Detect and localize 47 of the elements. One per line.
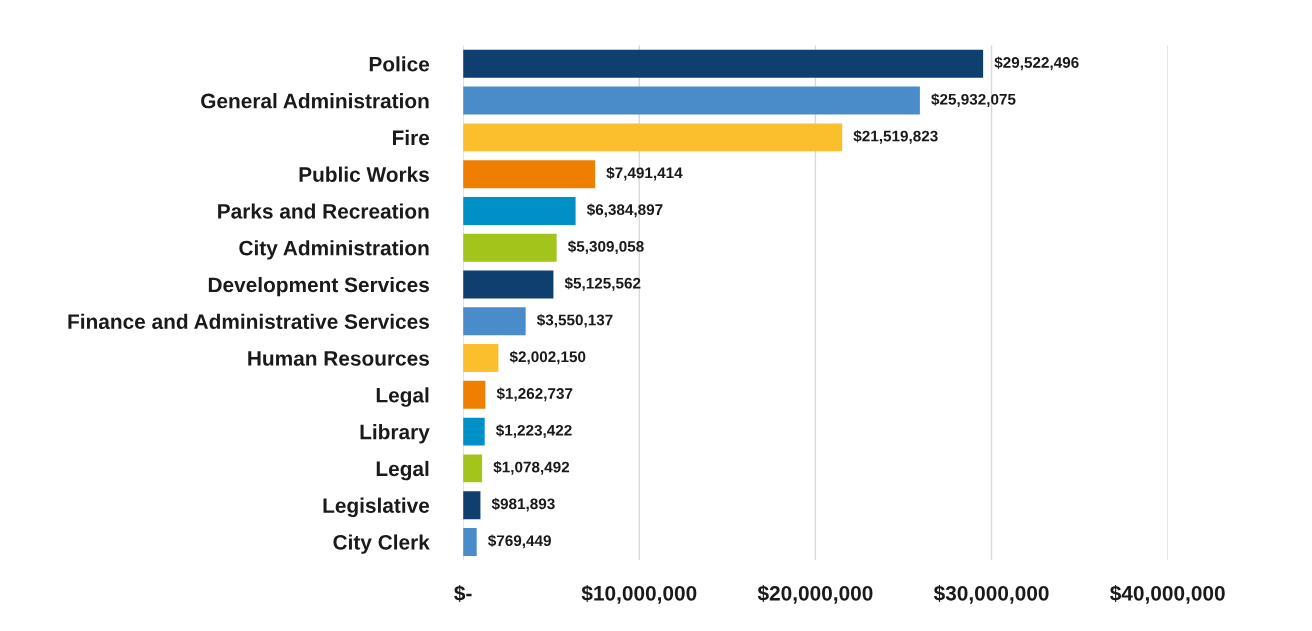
data-label: $25,932,075 [931,93,1016,107]
x-tick-label: $20,000,000 [757,584,873,604]
x-tick-label: $- [454,584,472,602]
data-label: $5,125,562 [564,277,641,291]
x-tick-label: $10,000,000 [581,584,697,604]
y-tick-label: Fire [392,129,430,146]
data-label: $6,384,897 [586,203,663,218]
y-tick-label: General Administration [201,93,429,109]
y-tick-label: Legislative [323,497,430,518]
bar [463,49,984,78]
y-tick-label: Police [369,56,430,72]
x-tick-label: $40,000,000 [1110,584,1225,604]
bar [463,344,499,373]
data-label: $1,223,422 [496,424,572,438]
data-label: $21,519,823 [853,129,938,144]
y-tick-label: Legal [376,387,429,407]
bar [463,307,526,336]
data-label: $29,522,496 [994,56,1079,71]
bar [463,454,483,483]
data-label: $1,078,492 [493,460,570,475]
y-tick-label: Public Works [299,166,429,182]
bar [463,160,596,189]
y-tick-label: Legal [376,460,429,481]
y-tick-label: Finance and Administrative Services [68,313,429,330]
bar [463,86,920,115]
bar [463,123,843,152]
data-label: $1,262,737 [496,387,573,402]
data-label: $3,550,137 [536,313,613,328]
bar [463,270,554,299]
y-tick-label: Library [360,424,430,444]
y-tick-label: Human Resources [248,351,429,366]
x-tick-label: $30,000,000 [933,584,1049,604]
y-tick-label: City Clerk [333,534,430,554]
bar [463,491,481,520]
data-label: $981,893 [491,497,555,512]
y-tick-label: Parks and Recreation [218,203,429,219]
y-tick-label: Development Services [208,276,429,297]
data-label: $5,309,058 [567,240,644,255]
y-tick-label: City Administration [239,240,429,260]
data-label: $769,449 [488,534,551,549]
bar [463,417,485,446]
bar [463,196,576,225]
data-label: $7,491,414 [606,166,683,181]
data-label: $2,002,150 [509,350,586,365]
bar [463,527,477,556]
bar [463,380,486,409]
bar [463,233,557,262]
